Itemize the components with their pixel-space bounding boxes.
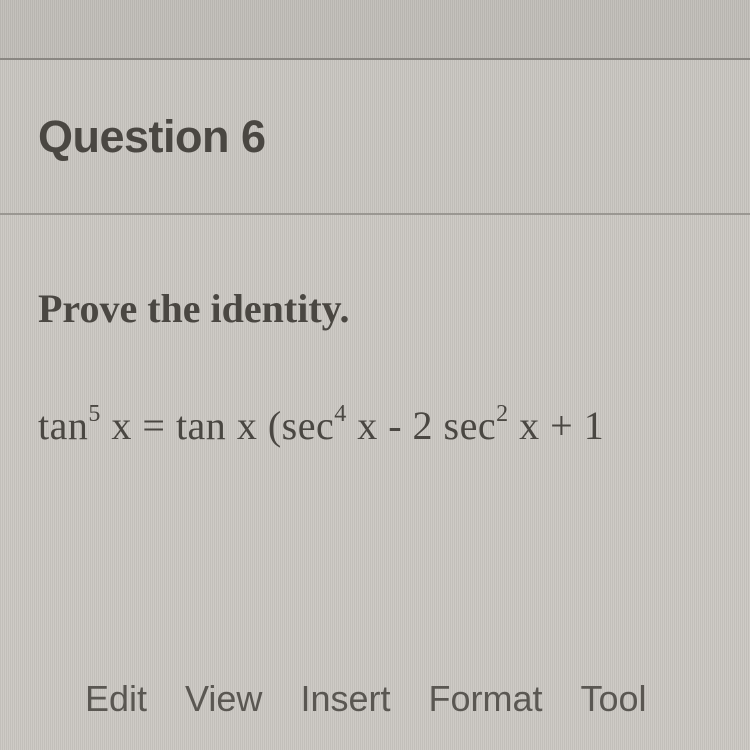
question-prompt: Prove the identity. — [38, 285, 750, 332]
eq-r2-func: sec — [282, 403, 335, 448]
toolbar-format[interactable]: Format — [428, 678, 542, 720]
toolbar-tools[interactable]: Tool — [581, 678, 647, 720]
eq-lhs-exp: 5 — [88, 401, 101, 427]
eq-r2-exp: 4 — [334, 401, 347, 427]
equation: tan5 x = tan x (sec4 x - 2 sec2 x + 1 — [38, 402, 750, 449]
eq-plus: + — [550, 403, 584, 448]
eq-lhs-func: tan — [38, 403, 88, 448]
toolbar-insert[interactable]: Insert — [300, 678, 390, 720]
top-border-region — [0, 0, 750, 60]
eq-r1-func: tan — [176, 403, 226, 448]
eq-equals: = — [132, 403, 176, 448]
eq-r3-coef: 2 — [413, 403, 444, 448]
question-title: Question 6 — [38, 111, 266, 163]
eq-r3-var: x — [509, 403, 551, 448]
eq-lparen: ( — [268, 403, 282, 448]
eq-r4: 1 — [584, 403, 605, 448]
eq-r3-exp: 2 — [496, 401, 509, 427]
toolbar-view[interactable]: View — [185, 678, 262, 720]
question-header: Question 6 — [0, 60, 750, 215]
editor-toolbar: Edit View Insert Format Tool — [85, 678, 647, 720]
toolbar-edit[interactable]: Edit — [85, 678, 147, 720]
eq-r2-var: x — [347, 403, 389, 448]
eq-minus: - — [388, 403, 412, 448]
eq-r1-var: x — [226, 403, 268, 448]
eq-r3-func: sec — [444, 403, 497, 448]
eq-lhs-var: x — [101, 403, 132, 448]
question-body: Prove the identity. tan5 x = tan x (sec4… — [0, 215, 750, 750]
